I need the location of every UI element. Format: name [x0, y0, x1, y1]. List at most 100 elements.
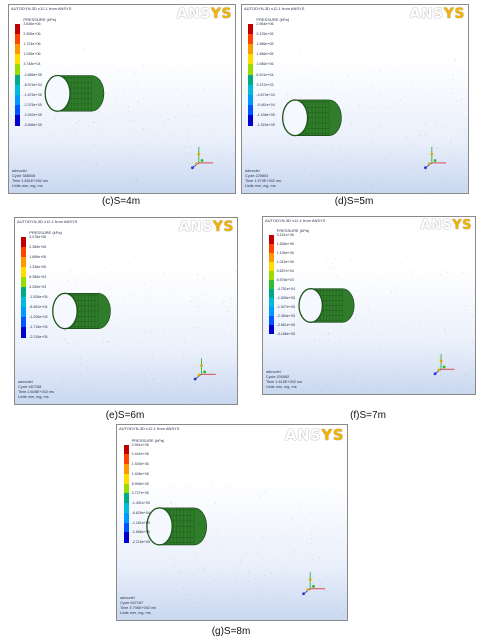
- legend-swatch: [268, 243, 274, 254]
- simulation-info: admodel Cycle 229803 Time 1.973E+002 ms Uni…: [245, 169, 281, 189]
- info-model: admodel: [12, 169, 27, 173]
- legend-level-label: 1.986e+06: [256, 42, 274, 47]
- legend-swatch: [123, 464, 129, 475]
- legend-level-label: -3.686e+05: [23, 123, 42, 128]
- info-units: Units mm, mg, ms: [245, 184, 276, 188]
- legend-level-label: 6.386e+04: [29, 274, 47, 279]
- legend-level-label: -2.861e+05: [276, 322, 295, 327]
- legend-level-label: 1.926e+06: [131, 462, 149, 466]
- particle-field: [44, 46, 235, 192]
- legend-level-label: -1.526e+05: [29, 294, 48, 299]
- logo-accent-text: YS: [443, 6, 465, 22]
- info-units: Units mm, mg, ms: [12, 184, 43, 188]
- legend-swatch: [268, 279, 274, 290]
- ansys-logo: ANSYS: [410, 6, 465, 22]
- legend-level-label: 3.161e+06: [276, 232, 294, 237]
- legend-swatch: [268, 324, 274, 335]
- legend-level-label: -3.186e+05: [276, 331, 295, 336]
- legend-level-label: -8.961e+04: [29, 304, 48, 309]
- axis-triad: [191, 146, 214, 170]
- info-units: Units mm, mg, ms: [266, 385, 297, 389]
- legend-swatch: [248, 94, 254, 106]
- panel-e: AUTODYN-3D v12.1 from ANSYS ANSYS PRESSURE…: [14, 217, 238, 405]
- axis-triad: [433, 354, 455, 376]
- legend-level-label: 2.906e+06: [23, 31, 41, 36]
- simulation-info: admodel Cycle 388008 Time 1.651E+002 ms Uni…: [12, 169, 48, 189]
- legend-swatch: [21, 326, 27, 338]
- info-cycle: Cycle 647187: [120, 601, 144, 605]
- caption-c: (c)S=4m: [101, 196, 141, 207]
- legend-swatch: [15, 64, 21, 76]
- logo-main-text: ANS: [284, 426, 322, 444]
- legend-swatch: [268, 270, 274, 281]
- panel-d: AUTODYN-3D v12.1 from ANSYS ANSYS PRESSURE…: [241, 4, 469, 194]
- legend-swatch: [248, 23, 254, 35]
- legend-level-label: 2.386e+06: [29, 244, 47, 249]
- panel-f: AUTODYN-3D v12.1 from ANSYS ANSYS PRESSURE…: [262, 216, 476, 395]
- legend-level-label: -1.181e+05: [131, 520, 150, 525]
- legend-level-label: -2.376e+05: [23, 103, 42, 108]
- legend-level-label: -2.886e+05: [23, 72, 42, 77]
- legend-title: PRESSURE (kPa): [131, 437, 165, 443]
- legend-swatch: [15, 23, 21, 35]
- legend-swatch: [15, 54, 21, 65]
- particle-field: [146, 471, 343, 620]
- legend-level-label: -1.924e+05: [256, 123, 275, 128]
- legend-level-label: 2.476e+06: [256, 31, 274, 36]
- simulation-info: admodel Cycle 487258 Time 2.608E+002 ms Uni…: [18, 380, 54, 400]
- software-header: AUTODYN-3D v12.1 from ANSYS: [119, 426, 180, 431]
- legend-swatch: [248, 84, 254, 96]
- legend-swatch: [268, 306, 274, 317]
- panel-g: AUTODYN-3D v12.1 from ANSYS ANSYS PRESSURE…: [116, 424, 348, 621]
- legend-swatch: [123, 532, 129, 543]
- legend-level-label: 3.137e+03: [256, 82, 274, 87]
- legend-swatch: [21, 316, 27, 328]
- legend-swatch: [268, 315, 274, 326]
- legend-swatch: [248, 105, 254, 116]
- cylinder-mesh: [282, 99, 342, 137]
- software-header: AUTODYN-3D v12.1 from ANSYS: [244, 6, 305, 11]
- legend-swatch: [15, 44, 21, 55]
- logo-main-text: ANS: [409, 6, 444, 22]
- legend-swatch: [21, 246, 27, 258]
- cylinder-mesh: [146, 507, 207, 546]
- legend-level-label: 8.906e+05: [131, 481, 149, 486]
- legend-swatch: [15, 74, 21, 86]
- legend-swatch: [123, 512, 129, 523]
- axis-triad: [424, 146, 447, 170]
- info-model: admodel: [245, 169, 260, 173]
- legend-swatch: [21, 306, 27, 318]
- legend-swatch: [268, 234, 274, 245]
- legend-level-label: -1.716e+05: [29, 324, 48, 329]
- legend-swatch: [15, 115, 21, 126]
- ansys-logo: ANSYS: [420, 218, 472, 233]
- cylinder-mesh: [298, 288, 355, 323]
- legend-swatch: [248, 74, 254, 86]
- logo-main-text: ANS: [178, 219, 213, 235]
- legend-swatch: [268, 297, 274, 308]
- caption-g: (g)S=8m: [211, 626, 251, 637]
- legend-level-label: 1.106e+06: [276, 250, 294, 255]
- legend-level-label: -1.206e+05: [29, 314, 48, 319]
- legend-level-label: 2.961e+06: [131, 442, 149, 447]
- legend-title: PRESSURE (kPa): [29, 229, 62, 235]
- info-cycle: Cycle 205082: [266, 375, 290, 379]
- ansys-logo: ANSYS: [177, 6, 232, 22]
- legend-level-label: -4.674e+04: [256, 92, 275, 97]
- legend-swatch: [21, 236, 27, 248]
- legend-swatch: [248, 33, 254, 45]
- legend-level-label: -2.384e+05: [276, 313, 295, 318]
- legend-level-label: 2.444e+06: [131, 452, 149, 457]
- legend-swatch: [268, 288, 274, 299]
- legend-level-label: 1.016e+06: [276, 259, 294, 264]
- legend-level-label: -6.626e+04: [131, 510, 150, 515]
- info-model: admodel: [266, 370, 281, 374]
- legend-swatch: [21, 296, 27, 308]
- info-time: Time 1.651E+002 ms: [12, 179, 49, 183]
- legend-level-label: 6.201e+04: [256, 72, 274, 77]
- legend-level-label: -8.974e+04: [23, 82, 42, 87]
- legend-level-label: 1.346e+06: [29, 264, 47, 269]
- legend-level-label: 6.978e+03: [276, 277, 294, 282]
- legend-swatch: [248, 44, 254, 55]
- legend-level-label: 3.265e+03: [29, 284, 47, 289]
